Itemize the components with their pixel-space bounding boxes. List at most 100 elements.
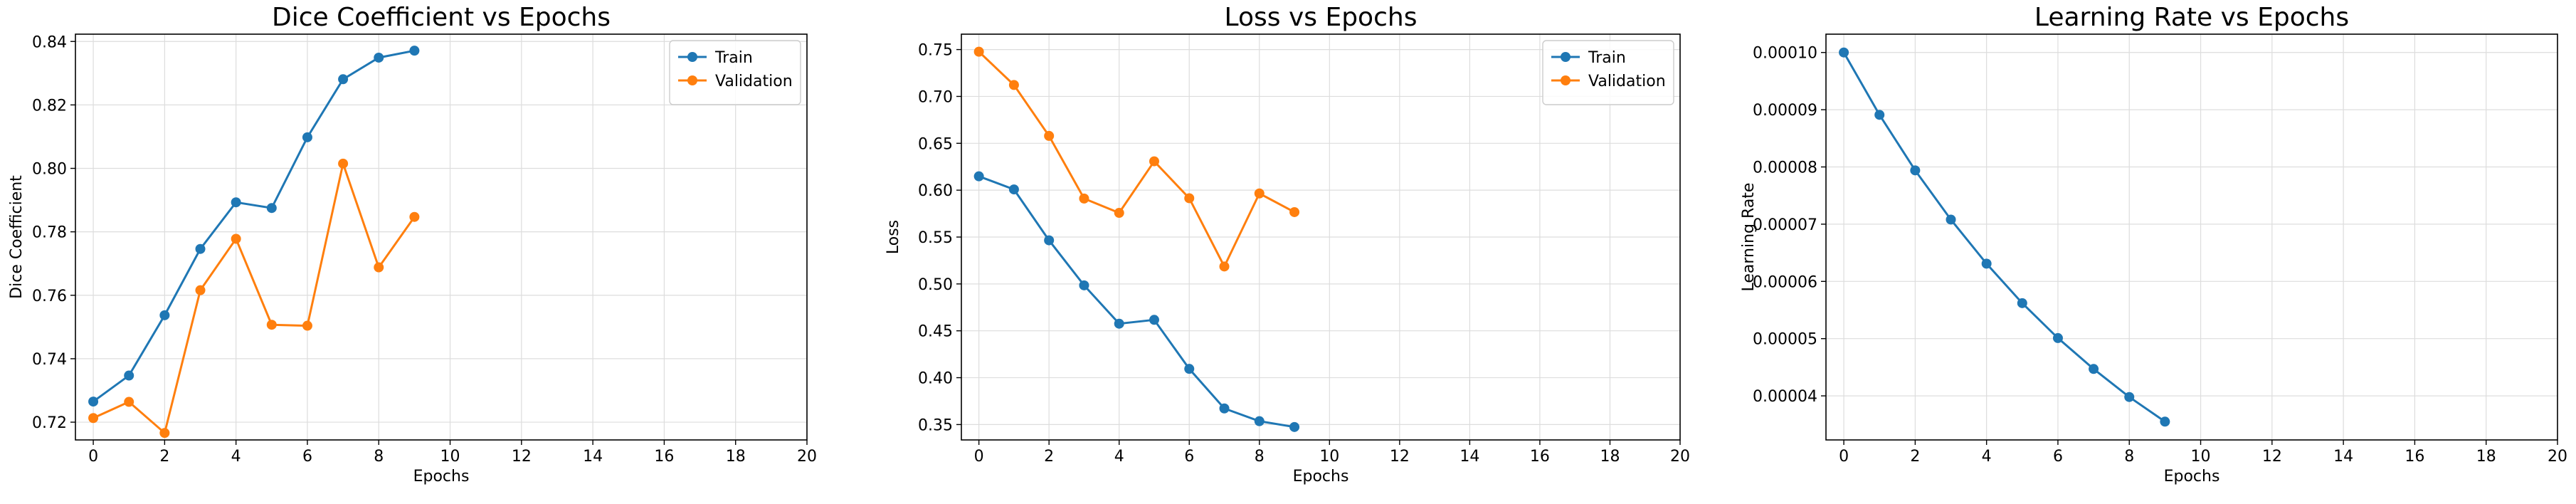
y-tick-label: 0.82 <box>32 97 67 115</box>
data-point <box>1149 315 1159 325</box>
data-point <box>1946 214 1956 225</box>
x-tick-label: 10 <box>1319 448 1339 466</box>
axes-frame <box>1825 33 2558 441</box>
y-tick-label: 0.00004 <box>1753 388 1817 406</box>
x-tick-label: 18 <box>1600 448 1620 466</box>
axes-frame <box>75 33 808 441</box>
y-tick-label: 0.72 <box>32 414 67 432</box>
x-tick-label: 12 <box>2262 448 2282 466</box>
legend: Train Validation <box>669 40 801 105</box>
y-axis-label: Loss <box>885 220 902 254</box>
y-tick-label: 0.70 <box>918 88 953 106</box>
data-point <box>302 320 312 331</box>
series-validation <box>88 158 420 439</box>
legend-swatch-marker <box>1561 75 1571 85</box>
y-tick-label: 0.74 <box>32 351 67 369</box>
legend-swatch-marker <box>687 75 697 85</box>
y-tick-label: 0.00009 <box>1753 102 1817 120</box>
data-point <box>1008 80 1019 90</box>
y-tick-label: 0.75 <box>918 42 953 60</box>
data-point <box>973 46 984 57</box>
data-point <box>338 74 349 85</box>
x-tick-label: 4 <box>1114 448 1124 466</box>
data-point <box>195 243 206 254</box>
data-point <box>88 413 99 424</box>
series-train <box>973 171 1300 432</box>
data-point <box>1981 258 1992 269</box>
data-point <box>2017 298 2027 308</box>
data-point <box>1044 130 1055 141</box>
data-point <box>1044 235 1055 246</box>
x-tick-label: 6 <box>1184 448 1194 466</box>
chart-2: 0 2 4 6 8 10 12 14 16 18 20 0.00004 0.00005 0.00006 0.… <box>1740 3 2567 485</box>
x-tick-label: 20 <box>2548 448 2567 466</box>
y-tick-label: 0.35 <box>918 416 953 434</box>
y-tick-label: 0.45 <box>918 323 953 341</box>
data-point <box>1219 403 1230 414</box>
series-line <box>978 175 1295 429</box>
data-point <box>374 262 384 273</box>
x-tick-label: 10 <box>440 448 460 466</box>
data-point <box>1910 165 1921 176</box>
data-point <box>88 397 99 407</box>
data-point <box>2052 332 2063 343</box>
x-tick-label: 14 <box>1459 448 1479 466</box>
y-tick-label: 0.50 <box>918 276 953 294</box>
legend-label: Validation <box>715 73 793 90</box>
y-axis-label: Dice Coefficient <box>8 175 26 299</box>
data-point <box>1114 318 1124 329</box>
chart-title: Loss vs Epochs <box>1225 3 1418 32</box>
x-tick-label: 8 <box>374 448 384 466</box>
legend-label: Train <box>714 49 753 67</box>
x-tick-label: 2 <box>1910 448 1920 466</box>
chart-title: Learning Rate vs Epochs <box>2034 3 2349 32</box>
x-axis-label: Epochs <box>413 468 470 485</box>
x-tick-label: 4 <box>1982 448 1992 466</box>
data-point <box>1079 193 1089 204</box>
series-line <box>93 49 415 403</box>
legend-label: Validation <box>1588 73 1666 90</box>
data-point <box>195 285 206 295</box>
x-tick-label: 18 <box>2476 448 2496 466</box>
series-line <box>1842 51 2166 423</box>
x-tick-label: 10 <box>2191 448 2211 466</box>
series-line <box>978 51 1295 269</box>
x-tick-label: 16 <box>1530 448 1550 466</box>
y-tick-label: 0.80 <box>32 161 67 179</box>
legend-label: Train <box>1588 49 1626 67</box>
data-point <box>159 310 170 320</box>
data-point <box>409 46 420 56</box>
x-tick-label: 14 <box>2333 448 2353 466</box>
x-tick-label: 4 <box>231 448 241 466</box>
x-tick-label: 6 <box>2053 448 2063 466</box>
y-axis-label: Learning Rate <box>1740 183 1758 292</box>
y-tick-label: 0.60 <box>918 182 953 200</box>
x-tick-label: 2 <box>159 448 169 466</box>
data-point <box>1839 47 1849 58</box>
x-tick-label: 16 <box>654 448 674 466</box>
y-tick-label: 0.55 <box>918 229 953 247</box>
x-tick-label: 12 <box>1390 448 1410 466</box>
chart-title: Dice Coefficient vs Epochs <box>272 3 611 32</box>
data-point <box>302 132 312 142</box>
data-point <box>1079 280 1089 290</box>
x-tick-label: 8 <box>1255 448 1265 466</box>
chart-0: 0 2 4 6 8 10 12 14 16 18 20 0.72 0.74 0.76 0.78 0.80 0.8… <box>8 3 817 485</box>
data-point <box>1114 208 1124 219</box>
data-point <box>1254 416 1265 426</box>
data-point <box>1289 206 1300 217</box>
data-point <box>266 320 277 330</box>
data-point <box>266 203 277 214</box>
x-axis-label: Epochs <box>2164 468 2220 485</box>
data-point <box>338 158 349 169</box>
y-tick-label: 0.76 <box>32 288 67 305</box>
data-point <box>1184 364 1195 374</box>
series-validation <box>973 46 1300 272</box>
y-tick-label: 0.65 <box>918 135 953 153</box>
legend-swatch-marker <box>1561 52 1571 62</box>
x-tick-label: 14 <box>583 448 603 466</box>
data-point <box>1289 421 1300 432</box>
data-point <box>1219 261 1230 272</box>
series-line <box>93 159 416 435</box>
